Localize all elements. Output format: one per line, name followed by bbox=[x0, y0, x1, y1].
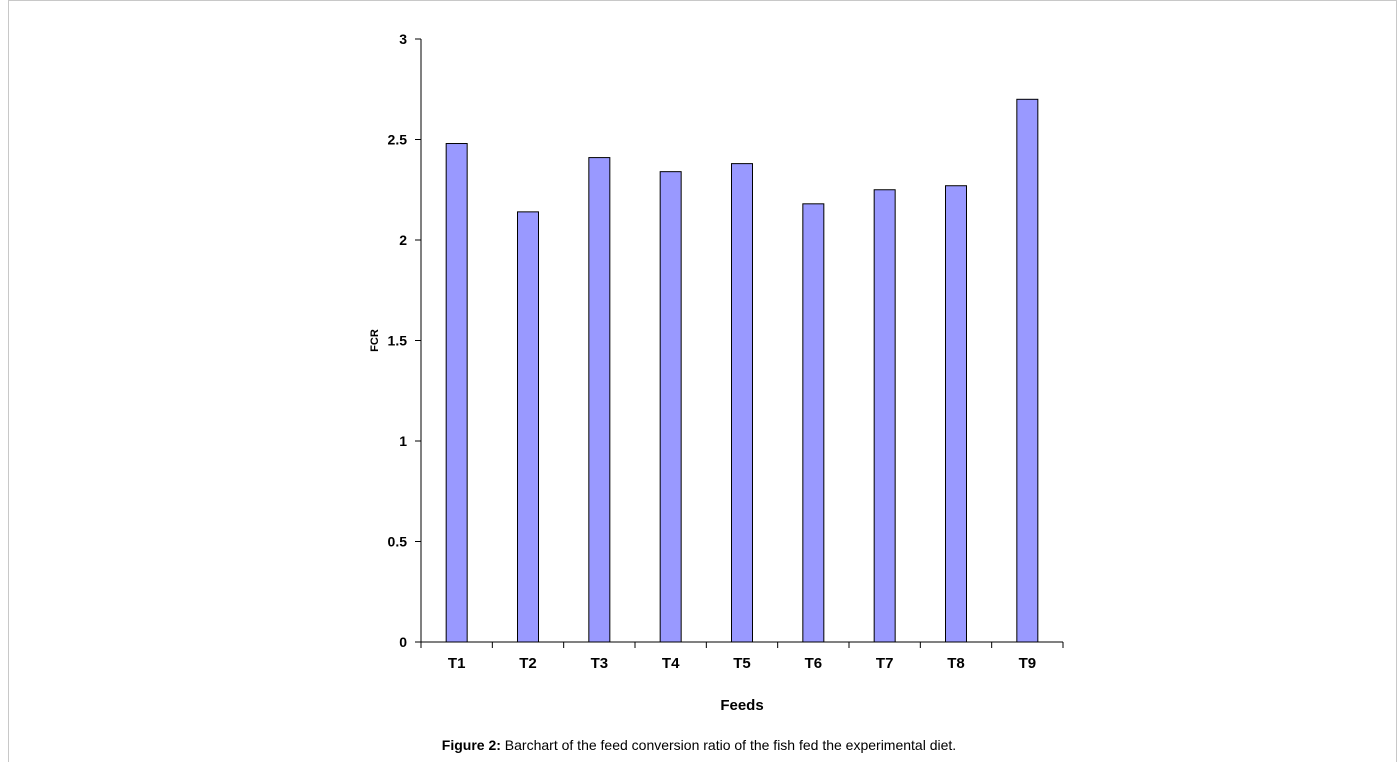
x-tick-label: T2 bbox=[519, 655, 537, 672]
bar-t1 bbox=[445, 143, 468, 643]
bar-t5 bbox=[731, 163, 753, 643]
x-tick-label: T7 bbox=[876, 655, 894, 672]
caption-text: Barchart of the feed conversion ratio of… bbox=[500, 737, 957, 753]
y-tick-label: 2.5 bbox=[388, 132, 408, 148]
x-tick-label: T3 bbox=[591, 655, 609, 672]
bar-t9 bbox=[1016, 98, 1039, 643]
x-tick-label: T6 bbox=[805, 655, 823, 672]
x-axis: T1 T2 T3 T4 T5 T6 T7 T8 T9 bbox=[420, 641, 1064, 672]
x-tick-label: T1 bbox=[448, 655, 466, 672]
x-tick-label: T9 bbox=[1019, 655, 1037, 672]
figure-frame bbox=[8, 0, 1397, 762]
y-tick-label: 0.5 bbox=[388, 534, 408, 550]
bar-t6 bbox=[802, 203, 825, 643]
y-axis-title: FCR bbox=[369, 329, 381, 352]
figure-caption: Figure 2: Barchart of the feed conversio… bbox=[0, 737, 1398, 753]
y-axis: 0 0.5 1 1.5 2 2.5 3 bbox=[388, 31, 422, 650]
x-tick-label: T8 bbox=[947, 655, 965, 672]
y-tick-label: 3 bbox=[399, 31, 407, 47]
y-tick-label: 1 bbox=[399, 433, 407, 449]
bar-t7 bbox=[873, 189, 896, 643]
bar-t4 bbox=[659, 171, 682, 643]
y-tick-label: 0 bbox=[399, 634, 407, 650]
x-tick-label: T4 bbox=[662, 655, 680, 672]
bar-t8 bbox=[945, 185, 967, 643]
bars bbox=[445, 98, 1039, 643]
caption-label: Figure 2: bbox=[441, 737, 501, 753]
x-tick-label: T5 bbox=[733, 655, 751, 672]
bar-t2 bbox=[517, 211, 539, 643]
bar-chart: 0 0.5 1 1.5 2 2.5 3 T1 T2 T3 T4 T5 T6 T7 T8 T9 Feeds F… bbox=[369, 31, 1064, 714]
y-tick-label: 2 bbox=[399, 232, 407, 248]
y-tick-label: 1.5 bbox=[388, 333, 408, 349]
bar-t3 bbox=[588, 157, 611, 643]
x-axis-title: Feeds bbox=[720, 697, 763, 714]
